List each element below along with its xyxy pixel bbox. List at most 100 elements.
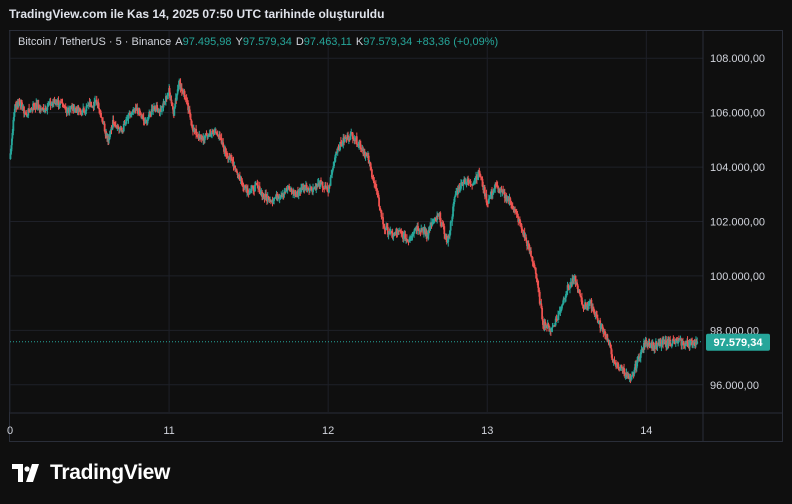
candle-body [265, 194, 268, 197]
candle-body [147, 117, 150, 120]
candle-body [126, 118, 129, 120]
candle-body [367, 155, 370, 164]
candle-body [489, 196, 492, 198]
candle-body [235, 169, 238, 173]
candle-body [191, 125, 194, 128]
candle-body [216, 134, 219, 137]
candle-body [93, 102, 96, 107]
candle-body [169, 92, 171, 99]
candle-body [131, 111, 134, 113]
candle-body [42, 108, 45, 112]
candle-body [455, 192, 458, 195]
candle-body [514, 210, 517, 212]
candle-body [592, 307, 594, 309]
candle-body [411, 234, 414, 237]
candle-body [538, 291, 541, 304]
candle-body [636, 356, 639, 363]
brand[interactable]: TradingView [12, 461, 170, 485]
candle-body [33, 105, 36, 107]
candle-body [624, 375, 627, 377]
candle-body [293, 190, 295, 195]
candle-body [225, 152, 228, 155]
candle-body [162, 101, 165, 108]
chart-pane[interactable] [9, 30, 783, 442]
candle-body [538, 287, 540, 292]
low-value: 97.463,11 [303, 36, 352, 48]
candle-body [531, 257, 534, 263]
candle-body [417, 230, 420, 232]
brand-name: TradingView [50, 461, 171, 484]
candle-body [527, 243, 530, 246]
candle-body [224, 147, 227, 153]
low-label: D [295, 36, 304, 48]
candle-body [386, 226, 388, 228]
symbol-label[interactable]: Bitcoin / TetherUS · 5 · Binance [18, 36, 172, 48]
candle-body [48, 103, 50, 105]
candle-body [295, 194, 298, 196]
candle-body [592, 308, 595, 313]
candle-body [72, 104, 75, 111]
candle-body [215, 131, 217, 133]
candle-body [494, 183, 497, 189]
candle-body [341, 143, 344, 145]
candle-body [177, 85, 180, 90]
candle-body [446, 242, 449, 244]
candle-body [595, 314, 598, 316]
last-price-label: 97.579,34 [714, 337, 764, 349]
candle-body [351, 132, 353, 134]
candle-body [164, 101, 167, 103]
candle-body [378, 197, 380, 207]
candle-body [609, 344, 612, 349]
candle-body [141, 116, 144, 118]
y-tick-label: 104.000,00 [710, 162, 765, 174]
candle-body [241, 180, 244, 183]
candle-body [619, 368, 621, 370]
candle-body [27, 108, 30, 116]
candle-body [443, 226, 446, 235]
candle-body [380, 210, 383, 217]
candle-body [279, 196, 282, 198]
candle-body [580, 296, 582, 298]
candle-body [362, 149, 365, 154]
candle-body [534, 267, 537, 274]
candle-body [152, 109, 155, 112]
candle-body [227, 155, 229, 159]
candle-body [542, 319, 544, 325]
candle-body [19, 101, 22, 107]
candle-body [478, 170, 481, 174]
candle-body [397, 230, 400, 235]
candle-body [238, 174, 240, 177]
candle-body [601, 325, 604, 329]
candle-body [120, 127, 123, 132]
candle-body [464, 180, 466, 184]
candle-body [25, 113, 27, 115]
candle-body [613, 359, 616, 364]
candle-body [453, 197, 456, 202]
candle-body [312, 188, 315, 190]
candle-body [391, 233, 394, 237]
candle-body [485, 194, 488, 203]
candle-body [220, 138, 223, 144]
candle-body [696, 341, 699, 344]
candle-body [168, 88, 171, 93]
candle-body [109, 131, 111, 138]
candle-body [17, 102, 20, 106]
candle-body [412, 233, 415, 235]
candle-body [122, 130, 124, 132]
candle-body [196, 134, 198, 136]
candle-body [304, 186, 306, 189]
candle-body [447, 235, 450, 243]
candle-body [184, 95, 186, 99]
candle-body [421, 228, 423, 231]
candle-body [215, 132, 218, 135]
candle-body [68, 109, 71, 111]
candle-body [383, 227, 386, 230]
candle-body [203, 135, 206, 141]
candle-body [129, 112, 132, 116]
candle-body [631, 374, 633, 377]
candle-body [639, 352, 642, 358]
candle-body [81, 109, 84, 116]
candle-body [316, 183, 319, 187]
candle-body [371, 177, 374, 180]
